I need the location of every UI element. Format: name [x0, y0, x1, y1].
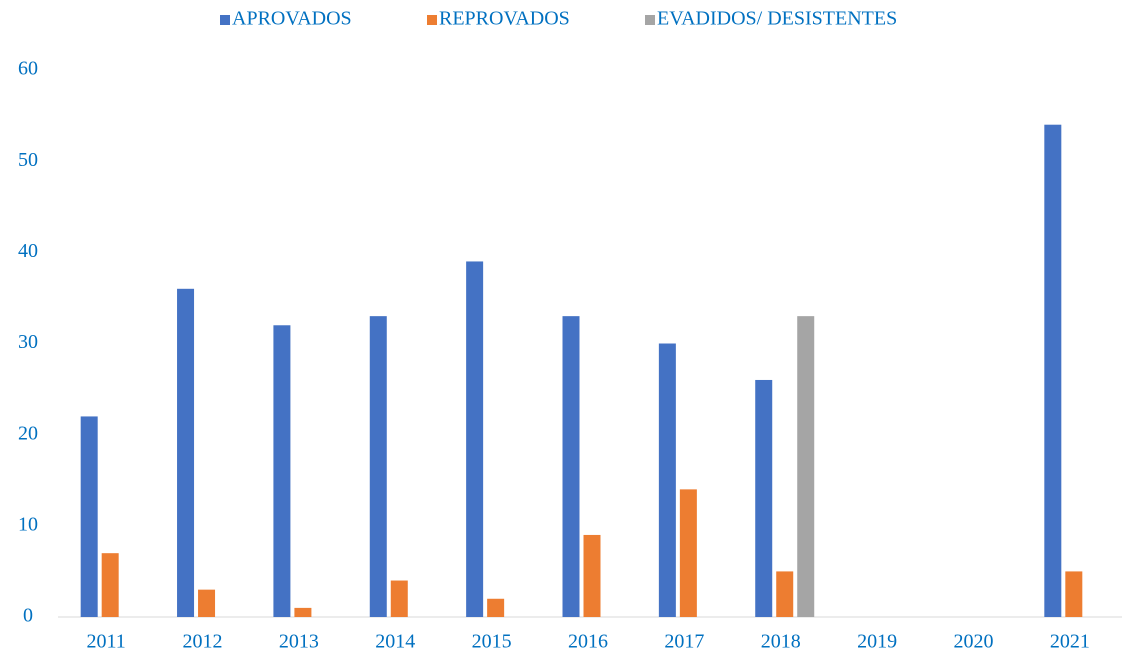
bar [273, 325, 291, 617]
bar [369, 316, 387, 617]
legend-label: APROVADOS [232, 8, 352, 30]
bar [487, 598, 505, 617]
bar [177, 288, 195, 617]
x-tick-label: 2013 [279, 631, 319, 653]
bar [101, 553, 119, 617]
bar [466, 261, 484, 617]
bar [1044, 124, 1062, 617]
x-tick-label: 2017 [664, 631, 704, 653]
x-tick-label: 2014 [375, 631, 415, 653]
bar [80, 416, 98, 617]
bar [294, 607, 312, 617]
y-tick-label: 60 [18, 58, 38, 80]
y-tick-label: 20 [18, 422, 38, 444]
legend-label: EVADIDOS/ DESISTENTES [657, 8, 897, 30]
x-tick-label: 2020 [953, 631, 993, 653]
x-tick-label: 2021 [1050, 631, 1090, 653]
y-tick-label: 10 [18, 513, 38, 535]
bar [679, 489, 697, 617]
y-tick-label: 40 [18, 240, 38, 262]
bar [776, 571, 794, 617]
legend-label: REPROVADOS [439, 8, 570, 30]
bar [198, 589, 216, 617]
bar [390, 580, 408, 617]
y-tick-label: 0 [23, 605, 33, 627]
x-tick-label: 2018 [761, 631, 801, 653]
bar [1065, 571, 1083, 617]
x-tick-label: 2012 [183, 631, 223, 653]
y-tick-label: 30 [18, 331, 38, 353]
x-tick-label: 2011 [87, 631, 126, 653]
bar [658, 343, 676, 617]
legend-swatch [427, 15, 437, 25]
bar [797, 316, 815, 617]
bar [583, 534, 601, 617]
x-tick-label: 2016 [568, 631, 608, 653]
y-tick-label: 50 [18, 149, 38, 171]
legend-swatch [645, 15, 655, 25]
x-tick-label: 2019 [857, 631, 897, 653]
x-tick-label: 2015 [472, 631, 512, 653]
bar [755, 379, 773, 617]
legend-swatch [220, 15, 230, 25]
bar [562, 316, 580, 617]
